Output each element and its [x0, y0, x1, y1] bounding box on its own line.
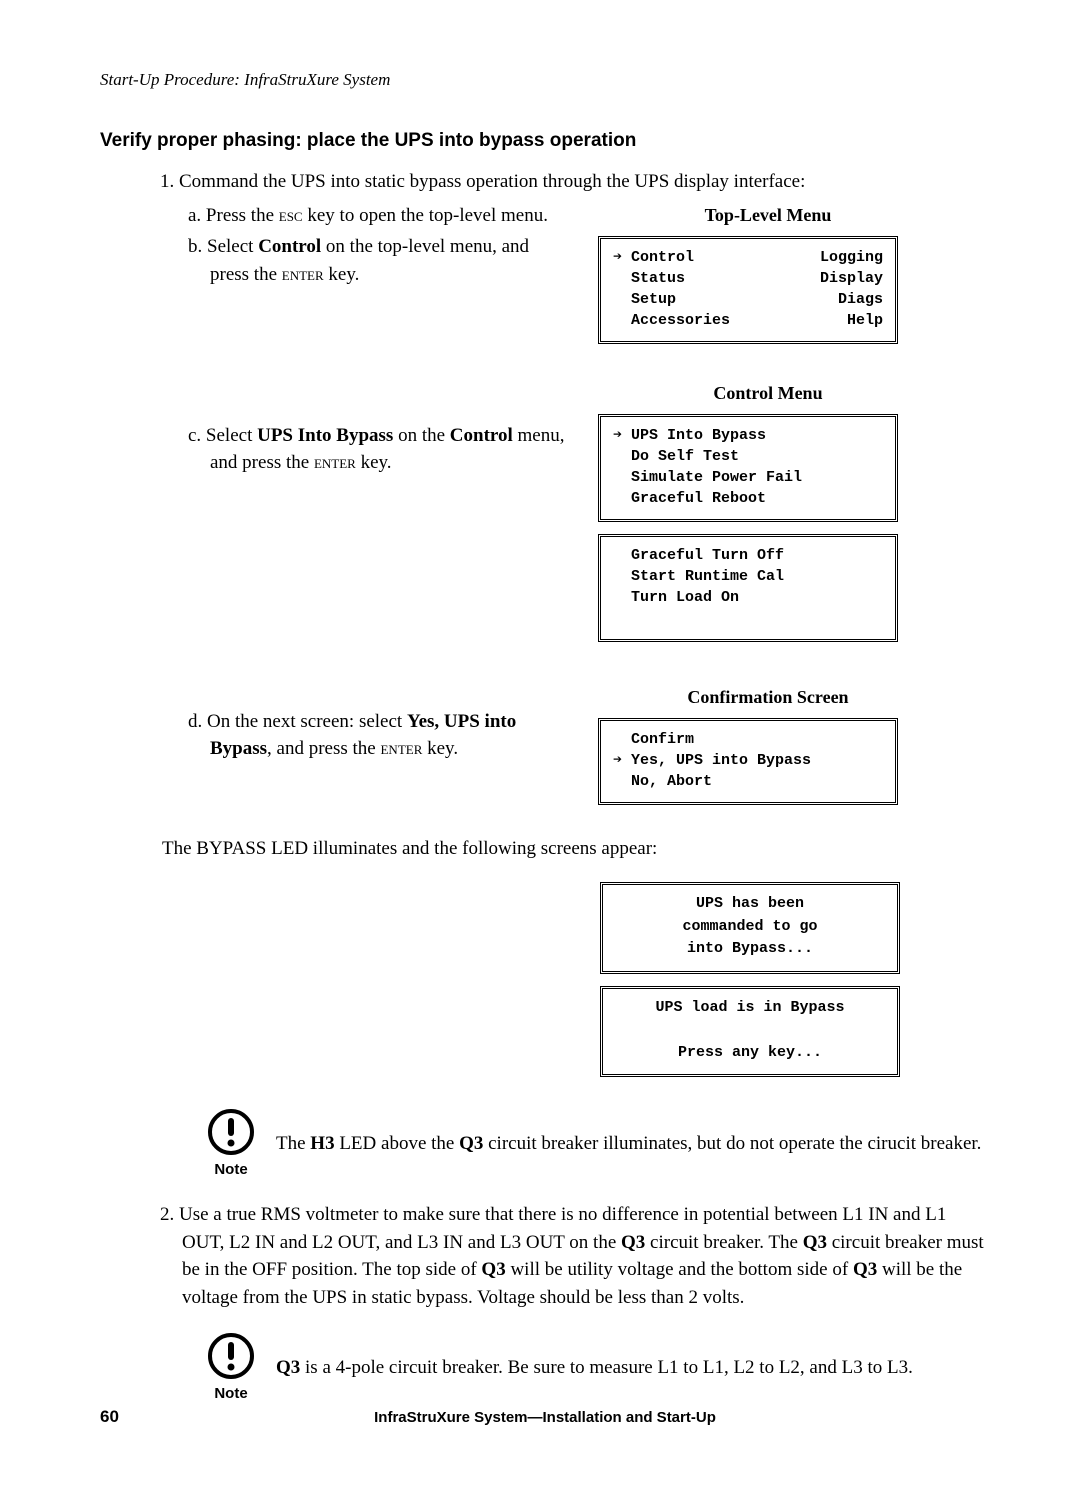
- menu-item: Graceful Reboot: [631, 488, 883, 509]
- menu-item: Diags: [838, 289, 883, 310]
- bold: Q3: [481, 1259, 505, 1280]
- menu-item: Setup: [631, 289, 676, 310]
- key-enter: enter: [380, 738, 422, 759]
- text: circuit breaker. The: [645, 1232, 802, 1253]
- text: will be utility voltage and the bottom s…: [506, 1259, 853, 1280]
- text: on the: [393, 425, 449, 446]
- text: LED above the: [335, 1133, 460, 1154]
- text: key.: [356, 452, 392, 473]
- page-footer: 60 InfraStruXure System—Installation and…: [100, 1407, 990, 1427]
- step1ab-row: a. Press the esc key to open the top-lev…: [182, 202, 990, 356]
- result-line: [615, 1019, 885, 1042]
- step1a: a. Press the esc key to open the top-lev…: [210, 202, 572, 230]
- note-label: Note: [206, 1159, 256, 1181]
- step1d-row: d. On the next screen: select Yes, UPS i…: [182, 684, 990, 817]
- top-level-menu-lcd: ControlLogging StatusDisplay SetupDiags …: [598, 236, 898, 344]
- text: , and press the: [267, 738, 380, 759]
- result-line: commanded to go: [615, 916, 885, 939]
- note-1: Note The H3 LED above the Q3 circuit bre…: [206, 1107, 990, 1181]
- bold: Q3: [621, 1232, 645, 1253]
- menu-item: No, Abort: [631, 771, 883, 792]
- menu-item: Display: [820, 268, 883, 289]
- footer-title: InfraStruXure System—Installation and St…: [320, 1409, 770, 1426]
- note-text: The H3 LED above the Q3 circuit breaker …: [276, 1130, 981, 1158]
- text: circuit breaker illuminates, but do not …: [483, 1133, 981, 1154]
- page-number: 60: [100, 1407, 320, 1427]
- menu-item: Do Self Test: [631, 446, 883, 467]
- bold: H3: [310, 1133, 334, 1154]
- note-2: Note Q3 is a 4-pole circuit breaker. Be …: [206, 1331, 990, 1405]
- menu-item: Accessories: [631, 310, 730, 331]
- menu-item: Logging: [820, 247, 883, 268]
- text: The: [276, 1133, 310, 1154]
- note-icon: Note: [206, 1107, 256, 1181]
- control-menu-lcd-2: Graceful Turn Off Start Runtime Cal Turn…: [598, 534, 898, 642]
- text: d. On the next screen: select: [188, 711, 407, 732]
- exclamation-circle-icon: [206, 1107, 256, 1157]
- exclamation-circle-icon: [206, 1331, 256, 1381]
- control-menu-lcd-1: UPS Into Bypass Do Self Test Simulate Po…: [598, 414, 898, 522]
- menu-item: Graceful Turn Off: [631, 545, 883, 566]
- note-label: Note: [206, 1383, 256, 1405]
- menu-item: Status: [631, 268, 685, 289]
- menu-item: Confirm: [631, 729, 883, 750]
- text: key to open the top-level menu.: [303, 205, 548, 226]
- text: is a 4-pole circuit breaker. Be sure to …: [300, 1357, 913, 1378]
- bold: Q3: [853, 1259, 877, 1280]
- confirmation-title: Confirmation Screen: [598, 684, 938, 710]
- step1-intro: 1. Command the UPS into static bypass op…: [182, 168, 990, 196]
- bold: Q3: [803, 1232, 827, 1253]
- bold: Control: [258, 236, 321, 257]
- menu-item: Start Runtime Cal: [631, 566, 883, 587]
- result-lcd-2: UPS load is in Bypass Press any key...: [600, 986, 900, 1078]
- bold: Q3: [276, 1357, 300, 1378]
- confirmation-lcd: Confirm Yes, UPS into Bypass No, Abort: [598, 718, 898, 805]
- top-level-menu-title: Top-Level Menu: [598, 202, 938, 228]
- note-icon: Note: [206, 1331, 256, 1405]
- bold: Control: [450, 425, 513, 446]
- step2: 2. Use a true RMS voltmeter to make sure…: [182, 1201, 990, 1311]
- menu-item: Help: [847, 310, 883, 331]
- text: key.: [422, 738, 458, 759]
- bypass-led-line: The BYPASS LED illuminates and the follo…: [162, 835, 990, 863]
- running-header: Start-Up Procedure: InfraStruXure System: [100, 70, 990, 90]
- section-heading: Verify proper phasing: place the UPS int…: [100, 130, 990, 152]
- result-line: UPS has been: [615, 893, 885, 916]
- control-menu-title: Control Menu: [598, 380, 938, 406]
- menu-item: Turn Load On: [631, 587, 883, 608]
- step1b: b. Select Control on the top-level menu,…: [210, 233, 572, 288]
- step1c-row: c. Select UPS Into Bypass on the Control…: [182, 380, 990, 654]
- menu-item: UPS Into Bypass: [631, 425, 883, 446]
- text: c. Select: [188, 425, 257, 446]
- key-esc: esc: [279, 205, 303, 226]
- result-lcd-1: UPS has been commanded to go into Bypass…: [600, 882, 900, 974]
- key-enter: enter: [282, 264, 324, 285]
- step1d: d. On the next screen: select Yes, UPS i…: [210, 708, 572, 763]
- key-enter: enter: [314, 452, 356, 473]
- text: b. Select: [188, 236, 258, 257]
- step1c: c. Select UPS Into Bypass on the Control…: [210, 422, 572, 477]
- menu-item: Yes, UPS into Bypass: [631, 750, 883, 771]
- menu-item-blank: [631, 608, 883, 629]
- menu-item: Simulate Power Fail: [631, 467, 883, 488]
- bold: UPS Into Bypass: [257, 425, 393, 446]
- bold: Q3: [459, 1133, 483, 1154]
- text: key.: [324, 264, 360, 285]
- text: a. Press the: [188, 205, 279, 226]
- menu-item: Control: [631, 247, 694, 268]
- result-line: into Bypass...: [615, 938, 885, 961]
- note-text: Q3 is a 4-pole circuit breaker. Be sure …: [276, 1354, 913, 1382]
- result-line: Press any key...: [615, 1042, 885, 1065]
- result-line: UPS load is in Bypass: [615, 997, 885, 1020]
